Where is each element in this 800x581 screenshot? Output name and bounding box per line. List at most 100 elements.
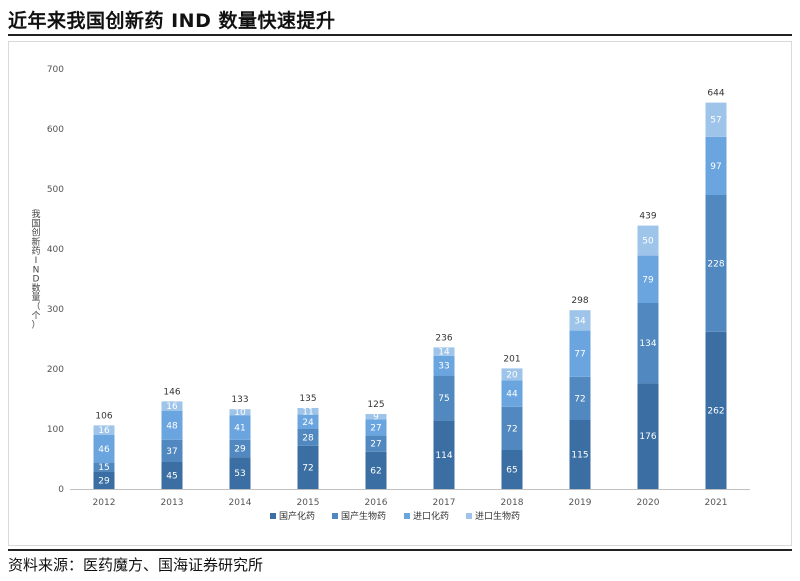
y-axis-label: 我国创新药 I N D 数量（个） — [31, 209, 40, 330]
bar-value-label: 134 — [639, 339, 656, 349]
bar-segment — [93, 462, 115, 472]
bar-segment — [501, 380, 523, 407]
bar-value-label: 10 — [234, 408, 246, 418]
bar-value-label: 75 — [438, 394, 449, 404]
bar-total-label: 236 — [435, 333, 452, 343]
bar-value-label: 29 — [234, 445, 246, 455]
legend-swatch — [332, 513, 338, 519]
bar-segment — [365, 419, 387, 436]
legend-swatch — [466, 513, 472, 519]
bar-value-label: 77 — [574, 350, 585, 360]
y-axis-label-text: 我国创新药 I N D 数量（个） — [31, 209, 40, 330]
x-tick-label: 2021 — [705, 498, 728, 508]
legend-swatch — [270, 513, 276, 519]
y-tick-label: 300 — [47, 305, 64, 315]
bar-segment — [569, 310, 591, 331]
bar-value-label: 24 — [302, 418, 314, 428]
x-tick-label: 2018 — [501, 498, 524, 508]
bar-value-label: 65 — [506, 466, 517, 476]
legend: 国产化药 国产生物药 进口化药 进口生物药 — [270, 510, 520, 522]
total-labels: 106 146 133 135 125 236 201 298 439 644 — [95, 89, 724, 422]
y-tick-label: 700 — [47, 65, 64, 75]
bar-segment — [637, 383, 659, 489]
bar-value-label: 45 — [166, 472, 177, 482]
bar-value-label: 16 — [98, 426, 110, 436]
bar-value-label: 50 — [642, 237, 654, 247]
bar-segment — [569, 330, 591, 377]
bar-segment — [705, 102, 727, 137]
bar-segment — [229, 409, 251, 416]
bar-total-label: 106 — [95, 411, 112, 421]
bar-value-label: 16 — [166, 402, 178, 412]
bar-value-label: 29 — [98, 476, 110, 486]
bar-value-label: 34 — [574, 316, 586, 326]
bar-value-label: 97 — [710, 162, 721, 172]
legend-label: 进口化药 — [413, 510, 449, 522]
bar-value-label: 33 — [438, 362, 449, 372]
bar-value-label: 62 — [370, 466, 381, 476]
bar-segment — [705, 195, 727, 332]
source-divider — [8, 549, 792, 551]
bar-value-label: 176 — [639, 432, 656, 442]
bar-value-label: 72 — [302, 463, 313, 473]
bar-value-label: 48 — [166, 421, 178, 431]
title-divider — [8, 34, 792, 36]
x-tick-label: 2014 — [229, 498, 252, 508]
bar-segment — [93, 425, 115, 435]
bar-segment — [433, 347, 455, 356]
bar-value-label: 115 — [571, 451, 588, 461]
bar-total-label: 133 — [231, 395, 248, 405]
x-axis: 2012 2013 2014 2015 2016 2017 2018 2019 2020 2021 — [70, 489, 750, 508]
y-axis: 0 100 200 300 400 500 600 700 — [47, 65, 64, 495]
bar-value-label: 14 — [438, 348, 450, 358]
source-note: 资料来源：医药魔方、国海证券研究所 — [8, 556, 264, 574]
bar-segment — [161, 439, 183, 462]
bar-segment — [229, 457, 251, 489]
bar-value-label: 28 — [302, 433, 314, 443]
bar-value-label: 11 — [302, 407, 313, 417]
bar-value-label: 15 — [98, 463, 109, 473]
bar-value-label: 228 — [707, 259, 724, 269]
bar-value-label: 53 — [234, 469, 245, 479]
bar-value-label: 27 — [370, 440, 381, 450]
bar-value-label: 72 — [574, 394, 585, 404]
legend-swatch — [404, 513, 410, 519]
legend-label: 国产化药 — [279, 510, 315, 522]
legend-label: 进口生物药 — [475, 510, 520, 522]
bar-segment — [501, 368, 523, 381]
bar-value-label: 9 — [373, 413, 379, 423]
bar-segment — [501, 406, 523, 450]
bar-segment — [229, 415, 251, 440]
bar-total-label: 125 — [367, 400, 384, 410]
x-tick-label: 2012 — [93, 498, 116, 508]
y-tick-label: 400 — [47, 245, 64, 255]
bar-segment — [569, 420, 591, 489]
bar-segment — [569, 376, 591, 420]
bar-segment — [93, 435, 115, 463]
bar-value-label: 114 — [435, 451, 452, 461]
bar-segment — [365, 435, 387, 452]
x-tick-label: 2016 — [365, 498, 388, 508]
bar-segment — [433, 355, 455, 376]
y-tick-label: 200 — [47, 365, 64, 375]
y-tick-label: 100 — [47, 425, 64, 435]
bar-segment — [161, 401, 183, 411]
x-tick-label: 2017 — [433, 498, 456, 508]
x-tick-label: 2015 — [297, 498, 320, 508]
bar-segment — [161, 462, 183, 489]
bar-total-label: 146 — [163, 387, 180, 397]
bar-segment — [637, 225, 659, 256]
bar-value-label: 57 — [710, 116, 721, 126]
x-tick-label: 2013 — [161, 498, 184, 508]
y-tick-label: 600 — [47, 125, 64, 135]
bar-segment — [637, 303, 659, 384]
bar-segment — [433, 375, 455, 421]
y-tick-label: 0 — [58, 485, 64, 495]
bar-value-label: 20 — [506, 370, 518, 380]
bar-value-label: 44 — [506, 390, 518, 400]
bar-segment — [365, 414, 387, 420]
bar-value-label: 27 — [370, 424, 381, 434]
bar-segment — [161, 411, 183, 440]
bar-segment — [433, 420, 455, 489]
